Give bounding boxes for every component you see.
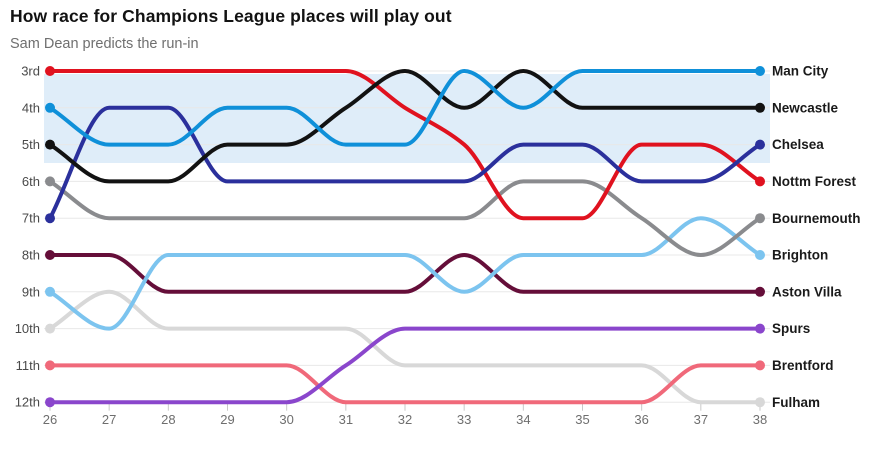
team-end-dot-newcastle [755, 102, 765, 113]
week-label: 35 [575, 412, 589, 427]
team-label-aston-villa: Aston Villa [772, 284, 842, 299]
team-end-dot-man-city [755, 66, 765, 76]
week-label: 38 [753, 412, 767, 427]
rank-label: 9th [22, 284, 40, 299]
champions-league-band [44, 74, 770, 163]
team-label-newcastle: Newcastle [772, 100, 839, 115]
rank-label: 4th [22, 100, 40, 115]
team-label-chelsea: Chelsea [772, 137, 824, 152]
rank-label: 7th [22, 211, 40, 226]
team-line-fulham [48, 289, 762, 405]
team-end-dot-chelsea [755, 139, 765, 150]
team-line-brighton [48, 216, 762, 331]
team-end-dot-fulham [755, 397, 765, 408]
team-end-dot-bournemouth [755, 213, 765, 224]
team-end-dot-brentford [755, 360, 765, 371]
team-start-dot-fulham [45, 323, 55, 334]
team-start-dot-newcastle [45, 139, 55, 150]
team-start-dot-spurs [45, 397, 55, 408]
team-label-bournemouth: Bournemouth [772, 211, 861, 226]
team-start-dot-chelsea [45, 213, 55, 224]
rank-label: 6th [22, 174, 40, 189]
team-line-spurs [48, 326, 762, 405]
team-start-dot-bournemouth [45, 176, 55, 187]
rank-label: 10th [15, 321, 40, 336]
chart-title: How race for Champions League places wil… [10, 6, 452, 26]
week-label: 31 [339, 412, 353, 427]
team-start-dot-brighton [45, 286, 55, 297]
week-label: 33 [457, 412, 471, 427]
team-end-dot-nottm-forest [755, 176, 765, 187]
week-label: 37 [694, 412, 708, 427]
team-start-dot-brentford [45, 360, 55, 371]
team-line-bournemouth [48, 179, 762, 257]
week-label: 29 [220, 412, 234, 427]
team-line-brentford [48, 363, 762, 405]
team-label-spurs: Spurs [772, 321, 810, 336]
team-line-aston-villa [48, 253, 762, 294]
week-label: 32 [398, 412, 412, 427]
week-label: 36 [634, 412, 648, 427]
team-label-brentford: Brentford [772, 358, 834, 373]
team-start-dot-man-city [45, 102, 55, 113]
week-label: 26 [43, 412, 57, 427]
team-start-dot-aston-villa [45, 250, 55, 260]
team-label-brighton: Brighton [772, 248, 828, 263]
team-start-dot-nottm-forest [45, 66, 55, 76]
rank-label: 11th [16, 358, 40, 373]
week-label: 28 [161, 412, 175, 427]
week-label: 30 [279, 412, 293, 427]
team-line-newcastle [48, 69, 762, 184]
week-label: 27 [102, 412, 116, 427]
team-line-chelsea [48, 105, 762, 221]
rank-label: 12th [15, 395, 40, 410]
rank-label: 5th [22, 137, 40, 152]
chart-subtitle: Sam Dean predicts the run-in [10, 36, 199, 52]
team-end-dot-aston-villa [755, 286, 765, 297]
rank-label: 3rd [21, 64, 40, 79]
rank-label: 8th [22, 248, 40, 263]
chart-header: How race for Champions League places wil… [10, 6, 452, 52]
week-label: 34 [516, 412, 530, 427]
team-label-man-city: Man City [772, 64, 829, 79]
team-end-dot-spurs [755, 323, 765, 334]
team-label-nottm-forest: Nottm Forest [772, 174, 857, 189]
team-line-nottm-forest [48, 69, 762, 221]
team-end-dot-brighton [755, 250, 765, 260]
team-label-fulham: Fulham [772, 395, 820, 410]
team-line-man-city [48, 69, 762, 147]
